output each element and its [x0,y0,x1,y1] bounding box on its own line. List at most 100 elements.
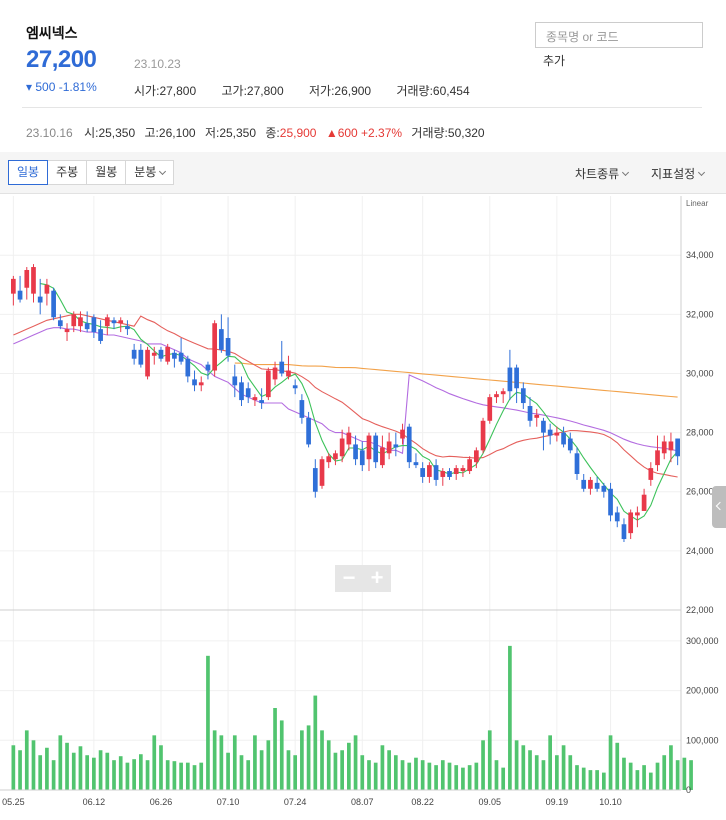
tab-weekly[interactable]: 주봉 [47,160,88,185]
volume-bar [514,740,519,790]
volume-bar [662,755,667,790]
volume-bar [353,735,358,790]
add-button[interactable]: 추가 [543,54,566,68]
volume-bar [105,752,110,790]
high-value: 27,800 [246,84,284,98]
volume-bar [185,762,190,790]
volume-bar [293,755,298,790]
volume-bar [273,708,277,790]
stock-search-input[interactable]: 종목명 or 코드 [535,22,703,48]
candle-up [440,471,446,477]
volume-bar [568,755,573,790]
candle-up [500,391,506,395]
volume-bar [635,770,640,790]
candle-down [675,438,680,457]
stock-name: 엠씨넥스 [26,25,78,41]
candle-down [232,376,238,386]
x-tick-label: 05.25 [2,797,25,806]
price-chart[interactable]: 05.25 06.12 06.26 07.10 07.24 08.07 08.22 09.05… [0,196,726,806]
volume-bar [400,760,405,790]
candle-down [594,482,600,489]
chart-toolbar: 일봉 주봉 월봉 분봉 차트종류 지표설정 [0,152,726,194]
candle-up [11,278,16,294]
price-tick-label: 24,000 [686,546,714,556]
candle-down [292,385,298,389]
volume-bar [85,755,90,790]
volume-bar [440,760,445,790]
volume-bar [192,765,197,790]
volume-bar [541,760,546,790]
volume-bar [534,755,539,790]
volume-bar [601,772,606,790]
volume-bar [340,750,344,790]
candle-up [427,465,432,477]
volume-bar [71,752,76,790]
volume-bar [333,752,338,790]
sel-high-value: 26,100 [158,126,196,140]
candle-down [614,512,620,522]
zoom-out-button[interactable]: − [342,565,356,590]
volume-bar [259,750,264,790]
ma60-line [13,327,678,455]
indicator-settings-dropdown[interactable]: 지표설정 [651,165,706,182]
candle-down [561,432,566,445]
price-tick-label: 28,000 [686,428,714,438]
volume-bar [675,760,680,790]
sel-change-value: ▲600 +2.37% [325,126,403,140]
chart-type-dropdown[interactable]: 차트종류 [575,165,630,182]
candle-up [265,370,271,398]
volume-bar [266,740,271,790]
volume-bar [279,720,284,790]
low-label: 저가 [308,84,332,98]
volume-bar [434,765,438,790]
volume-bar [232,735,237,790]
volume-bar [414,757,418,790]
volume-bar [313,695,318,790]
volume-bar [92,757,96,790]
sel-low-value: 25,350 [219,126,257,140]
volume-bar [373,762,378,790]
sel-close-value: 25,900 [279,126,317,140]
candle-down [574,453,580,474]
candle-up [31,267,36,294]
scale-label: Linear [686,199,709,208]
current-price: 27,200 [26,46,97,73]
tab-daily[interactable]: 일봉 [8,160,49,185]
tab-minute[interactable]: 분봉 [125,160,175,185]
candle-up [198,382,204,386]
sel-open-label: 시 [84,126,96,140]
side-panel-toggle[interactable] [712,486,726,528]
candle-down [373,435,379,463]
open-value: 27,800 [159,84,197,98]
volume-bar [487,730,492,790]
volume-bar [18,750,22,790]
chevron-down-icon [159,167,167,175]
candle-down [131,349,137,359]
candle-down [192,379,197,386]
volume-bar [387,750,391,790]
candle-up [534,414,540,418]
volume-bar [528,750,532,790]
candle-up [118,320,124,324]
x-tick-label: 10.10 [599,797,622,806]
zoom-in-button[interactable]: + [370,565,384,590]
volume-bar [548,735,553,790]
candle-down [299,400,305,418]
selected-candle-info: 23.10.16 시:25,350 고:26,100 저:25,350 종:25… [26,126,485,140]
stock-header: 엠씨넥스 27,200 23.10.23 ▾ 500 -1.81% 시가:27,… [0,0,726,110]
x-tick-label: 09.19 [546,797,569,806]
divider [22,107,702,108]
volume-tick-label: 300,000 [686,636,719,646]
selected-date: 23.10.16 [26,126,73,140]
x-tick-label: 07.24 [284,797,307,806]
volume-bar [306,725,311,790]
grid-lines [0,196,726,806]
tab-monthly[interactable]: 월봉 [86,160,127,185]
volume-bar [648,772,653,790]
volume-bar [427,762,432,790]
volume-bar [628,762,633,790]
candle-down [172,352,177,359]
x-tick-label: 06.26 [150,797,173,806]
candle-up [272,367,278,380]
price-tick-label: 30,000 [686,368,714,378]
